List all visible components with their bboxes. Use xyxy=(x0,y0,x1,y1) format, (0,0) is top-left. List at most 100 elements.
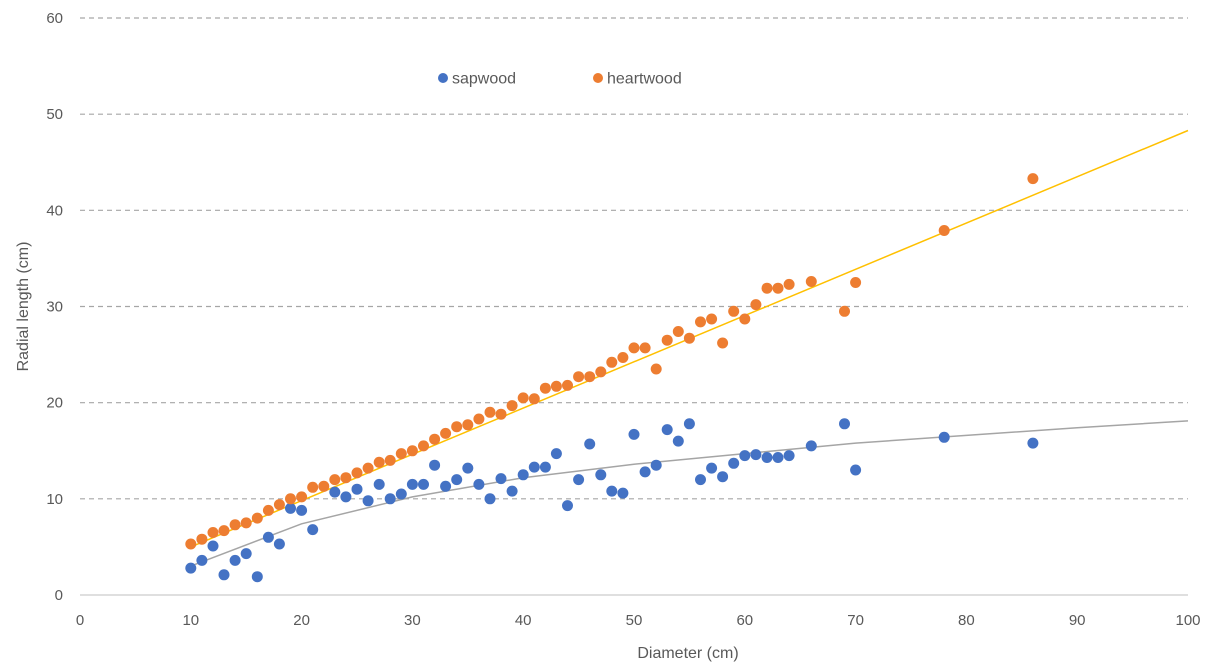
sapwood-point xyxy=(772,452,784,463)
y-tick-label: 10 xyxy=(46,491,63,508)
heartwood-point xyxy=(695,316,706,328)
heartwood-point xyxy=(650,363,662,375)
heartwood-point xyxy=(739,313,751,325)
heartwood-point xyxy=(717,337,729,349)
heartwood-point xyxy=(229,519,241,531)
sapwood-point xyxy=(672,435,684,447)
heartwood-point xyxy=(573,371,585,383)
sapwood-point xyxy=(262,531,274,543)
legend-item-heartwood: heartwood xyxy=(593,71,682,88)
heartwood-point xyxy=(528,393,540,405)
sapwood-point xyxy=(296,504,308,516)
heartwood-point xyxy=(329,474,341,486)
heartwood-point xyxy=(251,512,263,524)
sapwood-point xyxy=(562,500,573,512)
heartwood-point xyxy=(539,382,551,394)
y-tick-label: 50 xyxy=(46,106,63,123)
heartwood-point xyxy=(628,342,640,354)
heartwood-point xyxy=(506,400,518,412)
sapwood-point xyxy=(373,478,385,490)
sapwood-point xyxy=(440,480,452,492)
heartwood-point xyxy=(550,380,562,392)
sapwood-point xyxy=(429,459,441,471)
heartwood-point xyxy=(307,481,319,493)
heartwood-point xyxy=(517,392,529,404)
legend-label: sapwood xyxy=(452,71,516,88)
heartwood-point xyxy=(395,448,407,460)
y-tick-label: 30 xyxy=(46,299,63,316)
sapwood-point xyxy=(639,466,651,478)
x-tick-label: 100 xyxy=(1175,612,1200,629)
heartwood-point xyxy=(761,282,773,294)
sapwood-point xyxy=(1027,437,1039,449)
heartwood-point xyxy=(495,408,507,420)
sapwood-point xyxy=(695,474,706,486)
trendlines xyxy=(190,129,1189,567)
x-tick-label: 30 xyxy=(404,612,421,629)
x-tick-label: 80 xyxy=(958,612,975,629)
trendline-sapwood xyxy=(190,420,1189,567)
sapwood-point xyxy=(728,457,740,469)
sapwood-point xyxy=(584,438,596,450)
heartwood-point xyxy=(473,413,485,425)
heartwood-point xyxy=(296,491,308,503)
sapwood-point xyxy=(229,554,241,566)
heartwood-point xyxy=(318,480,330,492)
sapwood-point xyxy=(406,478,418,490)
sapwood-point xyxy=(362,495,374,507)
x-tick-label: 0 xyxy=(76,612,84,629)
sapwood-point xyxy=(395,488,407,500)
heartwood-point xyxy=(1027,173,1039,185)
heartwood-point xyxy=(617,352,629,363)
legend-marker xyxy=(593,73,603,83)
sapwood-point xyxy=(550,448,562,460)
legend-item-sapwood: sapwood xyxy=(438,71,516,88)
sapwood-point xyxy=(528,461,540,473)
sapwood-point xyxy=(473,478,485,490)
sapwood-point xyxy=(539,461,551,473)
sapwood-point xyxy=(384,493,396,505)
heartwood-point xyxy=(783,278,795,290)
heartwood-point xyxy=(839,305,850,317)
sapwood-point xyxy=(617,487,629,499)
y-tick-label: 20 xyxy=(46,395,63,412)
x-axis-ticks: 0 10 20 30 40 50 60 70 80 90 100 xyxy=(76,612,1201,629)
sapwood-point xyxy=(462,462,474,474)
sapwood-point xyxy=(517,469,529,481)
heartwood-point xyxy=(562,379,573,391)
sapwood-point xyxy=(661,424,673,436)
sapwood-point xyxy=(850,464,862,476)
sapwood-point xyxy=(340,491,352,503)
sapwood-point xyxy=(329,486,341,498)
sapwood-point xyxy=(606,485,618,497)
heartwood-point xyxy=(429,433,441,445)
sapwood-point xyxy=(683,418,695,430)
heartwood-point xyxy=(805,276,817,287)
heartwood-point xyxy=(418,440,429,452)
heartwood-point xyxy=(373,456,385,468)
heartwood-point xyxy=(850,277,862,288)
heartwood-point xyxy=(240,517,252,529)
y-tick-label: 60 xyxy=(46,10,63,27)
legend-marker xyxy=(438,73,448,83)
sapwood-point xyxy=(839,418,850,430)
x-axis-title: Diameter (cm) xyxy=(637,645,738,662)
heartwood-point xyxy=(406,445,418,457)
sapwood-point xyxy=(351,483,363,495)
heartwood-point xyxy=(196,533,208,545)
sapwood-point xyxy=(207,540,219,552)
heartwood-point xyxy=(484,406,496,418)
sapwood-point xyxy=(628,428,640,440)
heartwood-point xyxy=(340,472,352,484)
sapwood-point xyxy=(650,459,662,471)
sapwood-point xyxy=(750,449,762,461)
heartwood-point xyxy=(262,504,274,516)
heartwood-point xyxy=(706,313,718,325)
sapwood-point xyxy=(761,452,773,463)
heartwood-point xyxy=(606,356,618,368)
heartwood-point xyxy=(285,493,296,505)
heartwood-point xyxy=(362,462,374,474)
legend-label: heartwood xyxy=(607,71,682,88)
y-axis-ticks: 0 10 20 30 40 50 60 xyxy=(46,10,63,604)
